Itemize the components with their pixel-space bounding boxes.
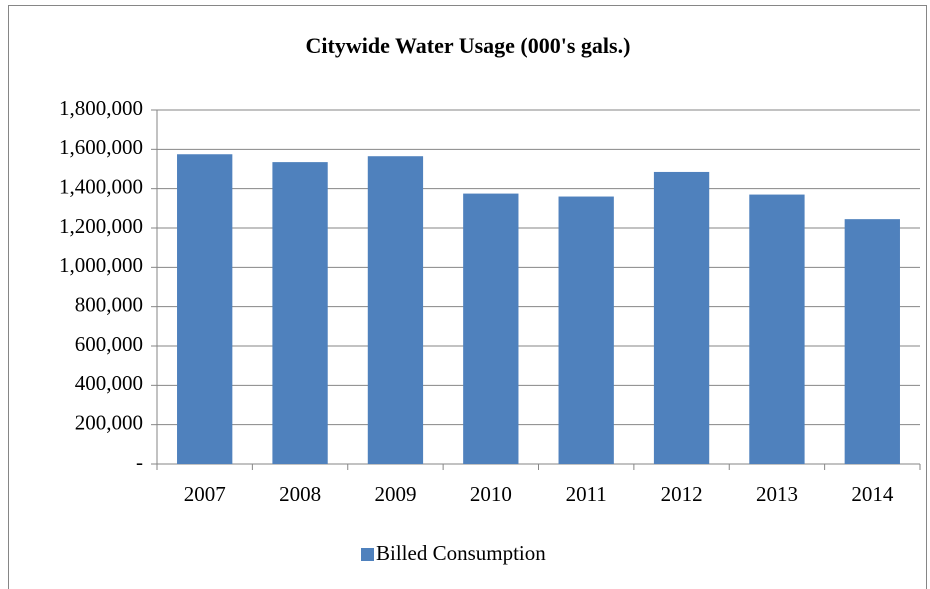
bar xyxy=(272,162,328,464)
y-tick-label: - xyxy=(136,450,143,474)
y-tick-label: 600,000 xyxy=(75,332,143,356)
x-tick-label: 2011 xyxy=(566,482,607,506)
x-tick-label: 2013 xyxy=(756,482,798,506)
x-tick-label: 2014 xyxy=(851,482,894,506)
x-tick-label: 2007 xyxy=(184,482,226,506)
y-tick-label: 400,000 xyxy=(75,371,143,395)
chart-title: Citywide Water Usage (000's gals.) xyxy=(306,33,631,58)
y-tick-label: 1,800,000 xyxy=(59,96,143,120)
y-tick-label: 800,000 xyxy=(75,292,143,316)
x-tick-label: 2012 xyxy=(661,482,703,506)
bar xyxy=(749,194,805,465)
bar xyxy=(844,219,900,464)
y-tick-label: 200,000 xyxy=(75,410,143,434)
x-tick-label: 2009 xyxy=(374,482,416,506)
y-tick-label: 1,000,000 xyxy=(59,253,143,277)
x-tick-label: 2008 xyxy=(279,482,321,506)
bar xyxy=(177,154,233,464)
y-tick-label: 1,200,000 xyxy=(59,214,143,238)
bar xyxy=(653,171,710,464)
y-tick-label: 1,600,000 xyxy=(59,135,143,159)
legend-label: Billed Consumption xyxy=(376,541,546,565)
y-tick-label: 1,400,000 xyxy=(59,174,143,198)
bar xyxy=(367,156,424,464)
legend-swatch xyxy=(361,548,374,561)
bar xyxy=(558,196,614,465)
x-tick-label: 2010 xyxy=(470,482,512,506)
bar xyxy=(463,193,519,465)
